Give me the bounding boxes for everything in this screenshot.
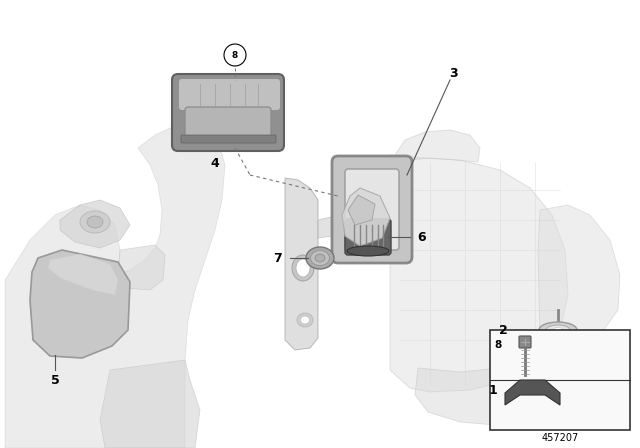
Circle shape xyxy=(224,44,246,66)
FancyBboxPatch shape xyxy=(185,107,271,141)
Polygon shape xyxy=(60,200,130,248)
Text: 2: 2 xyxy=(499,323,508,336)
Polygon shape xyxy=(550,388,582,418)
Text: 3: 3 xyxy=(449,66,458,79)
Text: 4: 4 xyxy=(211,156,220,169)
Polygon shape xyxy=(395,130,480,162)
FancyBboxPatch shape xyxy=(179,79,280,110)
Ellipse shape xyxy=(306,247,334,269)
Polygon shape xyxy=(30,250,130,358)
Polygon shape xyxy=(415,355,550,425)
FancyBboxPatch shape xyxy=(345,169,399,250)
FancyBboxPatch shape xyxy=(345,219,391,255)
FancyBboxPatch shape xyxy=(519,336,531,348)
Polygon shape xyxy=(118,245,165,290)
Ellipse shape xyxy=(315,254,325,262)
Ellipse shape xyxy=(553,327,563,332)
Polygon shape xyxy=(318,215,345,238)
Ellipse shape xyxy=(297,313,313,327)
FancyBboxPatch shape xyxy=(172,74,284,151)
Polygon shape xyxy=(5,128,225,448)
Ellipse shape xyxy=(347,246,389,256)
Ellipse shape xyxy=(296,259,310,277)
Ellipse shape xyxy=(310,250,330,266)
Text: 5: 5 xyxy=(51,374,60,387)
FancyBboxPatch shape xyxy=(332,156,412,263)
Ellipse shape xyxy=(292,255,314,281)
Ellipse shape xyxy=(546,325,570,335)
Ellipse shape xyxy=(539,322,577,338)
Polygon shape xyxy=(285,178,318,350)
Polygon shape xyxy=(100,360,200,448)
Text: 1: 1 xyxy=(488,383,497,396)
Polygon shape xyxy=(390,155,568,392)
Polygon shape xyxy=(48,254,118,295)
Polygon shape xyxy=(505,380,560,405)
Polygon shape xyxy=(342,188,390,246)
Ellipse shape xyxy=(527,362,559,390)
Text: 8: 8 xyxy=(494,340,502,350)
Ellipse shape xyxy=(80,211,110,233)
Text: 457207: 457207 xyxy=(541,433,579,443)
Polygon shape xyxy=(538,205,620,350)
Text: 6: 6 xyxy=(418,231,426,244)
Polygon shape xyxy=(348,195,375,225)
Polygon shape xyxy=(534,385,553,418)
Ellipse shape xyxy=(301,316,310,324)
Ellipse shape xyxy=(87,216,103,228)
FancyBboxPatch shape xyxy=(181,135,276,143)
Bar xyxy=(490,330,630,430)
Text: 7: 7 xyxy=(274,251,282,264)
Text: 8: 8 xyxy=(232,51,238,60)
